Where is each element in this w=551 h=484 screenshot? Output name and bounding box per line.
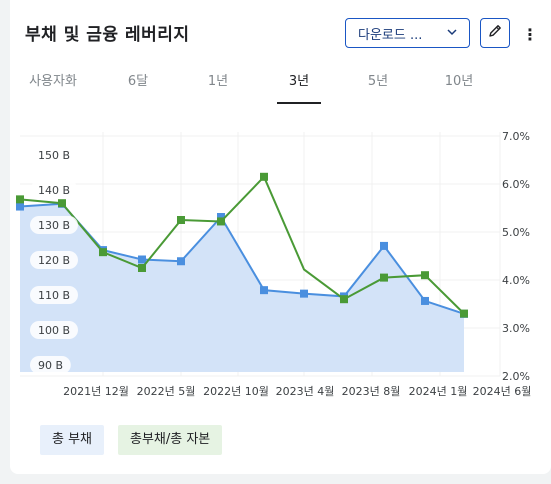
total-debt-area	[20, 203, 464, 372]
total-debt-point	[380, 241, 388, 250]
debt-ratio-point	[138, 264, 146, 272]
x-axis-tick: 2023년 8월	[342, 385, 401, 398]
debt-ratio-line	[19, 175, 465, 315]
period-tabs: 사용자화 6달 1년 3년 5년 10년	[10, 70, 551, 104]
x-axis-tick: 2022년 10월	[203, 385, 269, 398]
debt-ratio-point	[460, 309, 468, 318]
left-axis-tick: 100 B	[38, 324, 70, 337]
download-dropdown[interactable]: 다운로드 ...	[345, 18, 470, 48]
total-debt-point	[138, 255, 146, 264]
total-debt-line	[19, 202, 465, 315]
left-tick-bg	[30, 321, 78, 339]
total-debt-point	[16, 202, 24, 211]
left-axis-tick: 150 B	[38, 149, 70, 162]
pencil-icon	[487, 23, 503, 43]
debt-ratio-point	[58, 199, 66, 208]
left-axis-tick: 130 B	[38, 219, 70, 232]
left-tick-bg	[30, 286, 78, 304]
debt-ratio-point	[217, 217, 225, 226]
x-axis-tick: 2023년 4월	[276, 385, 335, 398]
debt-ratio-point	[99, 248, 107, 257]
right-axis-tick: 7.0%	[502, 130, 530, 143]
legend-total-debt[interactable]: 총 부채	[40, 425, 105, 455]
download-label: 다운로드 ...	[358, 27, 423, 43]
more-options-button[interactable]: ⋮	[520, 22, 540, 46]
right-axis-tick: 4.0%	[502, 274, 530, 287]
right-axis-tick: 5.0%	[502, 226, 530, 239]
debt-chart: 150 B 140 B 130 B 120 B 110 B 100 B 90 B 7.0% 6.…	[16, 130, 532, 398]
left-tick-bg	[30, 146, 78, 164]
left-axis-tick: 120 B	[38, 254, 70, 267]
total-debt-point	[300, 289, 308, 298]
x-axis-tick: 2024년 6월	[473, 385, 532, 398]
x-axis-tick: 2024년 1월	[409, 385, 468, 398]
x-axis-tick: 2021년 12월	[63, 385, 129, 398]
legend-debt-ratio[interactable]: 총부채/총 자본	[118, 425, 223, 455]
debt-ratio-point	[421, 271, 429, 280]
x-axis-tick: 2022년 5월	[137, 385, 196, 398]
total-debt-point	[260, 286, 268, 295]
left-axis-tick: 110 B	[38, 289, 70, 302]
card-title: 부채 및 금융 레버리지	[25, 25, 190, 45]
debt-ratio-point	[340, 295, 348, 304]
left-tick-bg	[30, 356, 71, 374]
debt-ratio-point	[177, 216, 185, 224]
right-axis-tick: 3.0%	[502, 322, 530, 335]
edit-button[interactable]	[480, 18, 510, 48]
debt-leverage-card: 부채 및 금융 레버리지 다운로드 ... ⋮ 사용자화 6달 1년 3년 5년…	[10, 0, 551, 474]
tab-10y[interactable]: 10년	[444, 74, 474, 89]
right-axis-tick: 6.0%	[502, 178, 530, 191]
tab-6m[interactable]: 6달	[127, 74, 149, 89]
left-tick-bg	[30, 216, 78, 234]
tab-5y[interactable]: 5년	[367, 74, 389, 89]
debt-ratio-point	[16, 195, 24, 204]
right-axis-tick: 2.0%	[502, 370, 530, 383]
left-axis-tick: 90 B	[38, 359, 63, 372]
tab-1y[interactable]: 1년	[207, 74, 229, 89]
left-axis-tick: 140 B	[38, 184, 70, 197]
tab-3y[interactable]: 3년	[277, 70, 321, 104]
tab-custom[interactable]: 사용자화	[29, 74, 77, 89]
total-debt-point	[421, 296, 429, 305]
left-tick-bg	[30, 181, 78, 199]
debt-ratio-point	[380, 273, 388, 282]
total-debt-point	[177, 257, 185, 266]
left-tick-bg	[30, 251, 78, 269]
debt-ratio-point	[260, 172, 268, 181]
chevron-down-icon	[447, 27, 457, 40]
chart-svg: 150 B 140 B 130 B 120 B 110 B 100 B 90 B 7.0% 6.…	[16, 130, 532, 398]
total-debt-point	[217, 213, 225, 222]
more-vert-icon: ⋮	[522, 24, 538, 44]
